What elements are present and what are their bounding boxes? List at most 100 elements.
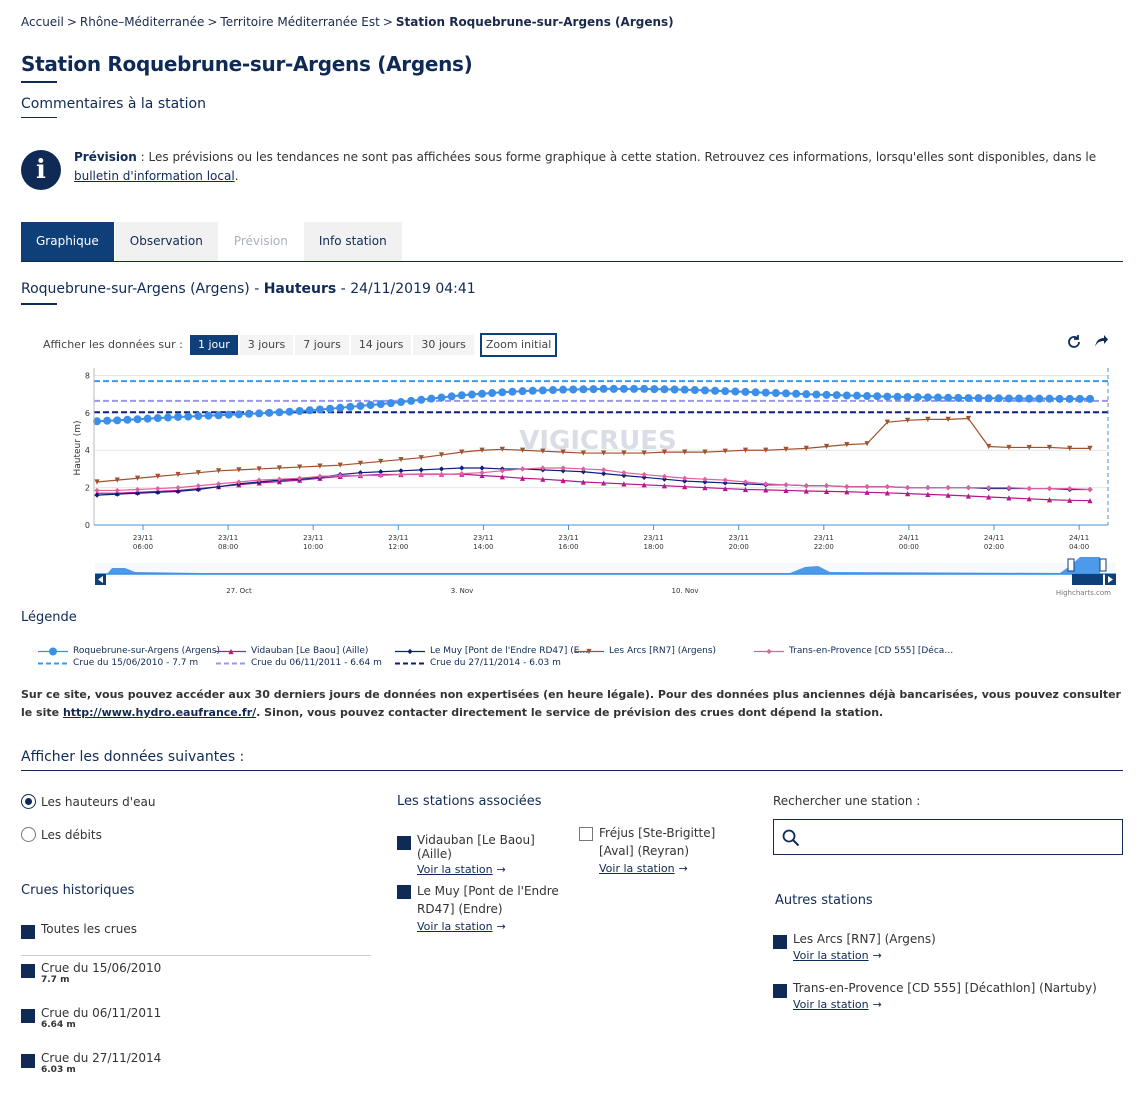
assoc-le-muy-box[interactable]	[397, 885, 411, 899]
data-point	[650, 385, 659, 394]
range-30-days-button[interactable]: 30 jours	[413, 335, 474, 355]
radio-flows[interactable]: Les débits	[21, 827, 102, 842]
chart-credit[interactable]: Highcharts.com	[1056, 589, 1111, 597]
data-point	[1086, 394, 1094, 403]
legend-item[interactable]: Crue du 27/11/2014 - 6.03 m	[394, 658, 561, 668]
legend-symbol	[754, 648, 784, 654]
forecast-text: : Les prévisions ou les tendances ne son…	[136, 150, 1097, 164]
data-point	[1087, 445, 1093, 451]
radio-heights[interactable]: Les hauteurs d'eau	[21, 794, 155, 809]
flood-2011-box[interactable]	[21, 1009, 35, 1023]
data-point	[641, 474, 647, 480]
navigator-label: 10. Nov	[671, 587, 698, 595]
search-input[interactable]	[808, 824, 1108, 850]
data-point	[812, 390, 821, 399]
other-trans-en-provence[interactable]: Trans-en-Provence [CD 555] [Décathlon] (…	[773, 981, 1097, 1011]
assoc-frejus-box[interactable]	[579, 827, 593, 841]
other-trans-link[interactable]: Voir la station →	[793, 998, 1097, 1011]
assoc-vidauban[interactable]: Vidauban [Le Baou] (Aille) Voir la stati…	[397, 833, 567, 876]
water-level-chart[interactable]: VIGICRUES 0246823/1106:0023/1108:0023/11…	[0, 360, 1144, 610]
assoc-frejus-link[interactable]: Voir la station →	[599, 860, 749, 878]
flood-2014-checkbox[interactable]: Crue du 27/11/2014 6.03 m	[21, 1051, 161, 1075]
data-point	[621, 470, 627, 476]
legend-item[interactable]: Les Arcs [RN7] (Argens)	[573, 646, 716, 656]
legend-item[interactable]: Crue du 15/06/2010 - 7.7 m	[37, 658, 198, 668]
legend-item[interactable]: Roquebrune-sur-Argens (Argens)	[37, 646, 220, 656]
data-point	[214, 411, 223, 420]
x-tick-label: 08:00	[218, 543, 238, 551]
data-point	[134, 486, 141, 493]
flood-2014-box[interactable]	[21, 1054, 35, 1068]
data-point	[670, 385, 679, 394]
share-icon[interactable]	[1093, 334, 1109, 354]
historic-floods-title: Crues historiques	[21, 883, 135, 898]
data-point	[722, 448, 728, 454]
radio-heights-button[interactable]	[21, 794, 36, 809]
other-les-arcs-link[interactable]: Voir la station →	[793, 949, 936, 962]
all-floods-box[interactable]	[21, 925, 35, 939]
hydro-link[interactable]: http://www.hydro.eaufrance.fr/	[62, 706, 257, 719]
range-14-days-button[interactable]: 14 jours	[350, 335, 412, 355]
data-point	[224, 410, 233, 419]
data-point	[1046, 485, 1053, 492]
tab-graphique[interactable]: Graphique	[21, 222, 114, 261]
assoc-le-muy[interactable]: Le Muy [Pont de l'Endre RD47] (Endre) Vo…	[397, 882, 567, 936]
notice-end: . Sinon, vous pouvez contacter directeme…	[256, 706, 884, 719]
data-point	[1087, 498, 1093, 504]
data-point	[478, 389, 487, 398]
data-point	[905, 491, 911, 497]
data-point	[884, 490, 890, 496]
assoc-le-muy-link[interactable]: Voir la station →	[417, 918, 567, 936]
tab-info-station[interactable]: Info station	[303, 222, 402, 261]
x-tick-label: 22:00	[814, 543, 834, 551]
voir-label: Voir la station	[599, 862, 675, 875]
x-tick-label: 10:00	[303, 543, 323, 551]
data-point	[134, 475, 141, 481]
x-tick-label: 23/11	[644, 534, 664, 542]
bulletin-link[interactable]: bulletin d'information local	[74, 169, 235, 183]
legend-item[interactable]: Trans-en-Provence [CD 555] [Déca…	[753, 646, 953, 656]
other-les-arcs-box[interactable]	[773, 935, 787, 949]
data-point	[175, 471, 181, 478]
data-point	[275, 408, 284, 417]
data-point	[498, 388, 507, 397]
assoc-vidauban-box[interactable]	[397, 836, 411, 850]
comments-link[interactable]: Commentaires à la station	[21, 96, 206, 112]
range-1-day-button[interactable]: 1 jour	[190, 335, 238, 355]
legend-item[interactable]: Crue du 06/11/2011 - 6.64 m	[215, 658, 382, 668]
data-point	[1026, 485, 1032, 492]
flood-2011-checkbox[interactable]: Crue du 06/11/2011 6.64 m	[21, 1006, 161, 1030]
data-point	[559, 385, 568, 394]
station-search[interactable]	[773, 819, 1123, 855]
forecast-end: .	[234, 169, 239, 183]
assoc-frejus[interactable]: Fréjus [Ste-Brigitte] [Aval] (Reyran) Vo…	[579, 824, 749, 878]
tab-observation[interactable]: Observation	[114, 222, 218, 261]
range-7-days-button[interactable]: 7 jours	[295, 335, 349, 355]
legend-item[interactable]: Le Muy [Pont de l'Endre RD47] (E…	[394, 646, 588, 656]
legend-label: Trans-en-Provence [CD 555] [Déca…	[789, 646, 954, 656]
legend-item[interactable]: Vidauban [Le Baou] (Aille)	[215, 646, 368, 656]
other-trans-box[interactable]	[773, 984, 787, 998]
zoom-reset-button[interactable]: Zoom initial	[479, 333, 558, 357]
flood-2010-box[interactable]	[21, 964, 35, 978]
breadcrumb-home[interactable]: Accueil	[21, 15, 64, 29]
other-les-arcs[interactable]: Les Arcs [RN7] (Argens) Voir la station →	[773, 932, 936, 962]
x-tick-label: 23/11	[473, 534, 493, 542]
flood-2010-checkbox[interactable]: Crue du 15/06/2010 7.7 m	[21, 961, 161, 985]
breadcrumb-territory[interactable]: Territoire Méditerranée Est	[220, 15, 380, 29]
radio-flows-button[interactable]	[21, 827, 36, 842]
data-point	[1006, 485, 1012, 491]
range-3-days-button[interactable]: 3 jours	[239, 335, 294, 355]
tabs-divider	[21, 261, 1123, 262]
data-point	[1065, 394, 1074, 403]
info-icon: i	[21, 150, 61, 190]
data-point	[580, 450, 586, 456]
refresh-icon[interactable]	[1066, 334, 1082, 354]
breadcrumb-basin[interactable]: Rhône–Méditerranée	[79, 15, 205, 29]
x-tick-label: 24/11	[1069, 534, 1089, 542]
assoc-vidauban-link[interactable]: Voir la station →	[417, 863, 567, 876]
data-point	[661, 483, 668, 489]
all-floods-checkbox[interactable]: Toutes les crues	[21, 922, 137, 939]
y-tick-label: 8	[85, 371, 90, 380]
data-point	[641, 471, 647, 478]
